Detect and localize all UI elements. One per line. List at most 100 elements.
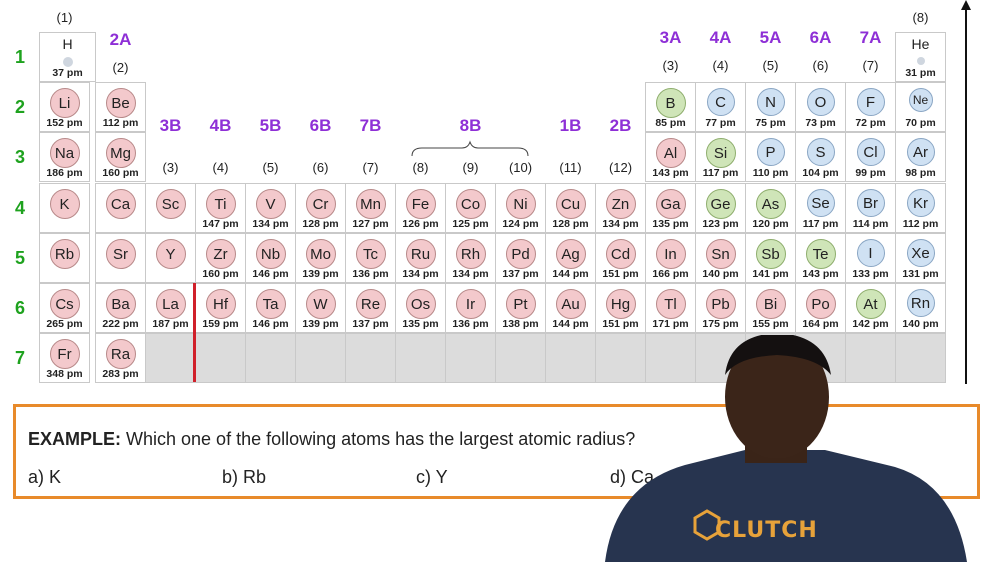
element-cell-Mg[interactable]: Mg 160 pm: [95, 132, 146, 182]
atomic-radius: 137 pm: [502, 268, 539, 280]
atomic-radius: 31 pm: [905, 67, 936, 79]
element-cell-S[interactable]: S 104 pm: [795, 132, 846, 182]
element-cell-Sn[interactable]: Sn 140 pm: [695, 233, 746, 283]
element-symbol: Pb: [705, 289, 736, 319]
element-cell-In[interactable]: In 166 pm: [645, 233, 696, 283]
element-cell-Na[interactable]: Na 186 pm: [39, 132, 90, 182]
element-cell-Si[interactable]: Si 117 pm: [695, 132, 746, 182]
element-cell-Co[interactable]: Co 125 pm: [445, 183, 496, 233]
element-symbol: V: [255, 189, 286, 219]
element-cell-Sr[interactable]: Sr: [95, 233, 146, 283]
element-cell-Cd[interactable]: Cd 151 pm: [595, 233, 646, 283]
option-c[interactable]: c) Y: [416, 467, 448, 487]
group-label: 2A: [109, 30, 132, 49]
element-cell-Cl[interactable]: Cl 99 pm: [845, 132, 896, 182]
element-cell-Mn[interactable]: Mn 127 pm: [345, 183, 396, 233]
element-cell-La[interactable]: La 187 pm: [145, 283, 196, 333]
element-cell-At[interactable]: At 142 pm: [845, 283, 896, 333]
group-number: (11): [559, 160, 582, 175]
element-cell-Ag[interactable]: Ag 144 pm: [545, 233, 596, 283]
element-symbol: La: [155, 289, 186, 319]
element-cell-Ba[interactable]: Ba 222 pm: [95, 283, 146, 333]
element-symbol: Hf: [205, 289, 236, 319]
element-cell-N[interactable]: N 75 pm: [745, 82, 796, 132]
element-cell-Au[interactable]: Au 144 pm: [545, 283, 596, 333]
atomic-radius: 136 pm: [452, 318, 489, 330]
element-cell-Xe[interactable]: Xe 131 pm: [895, 233, 946, 283]
element-cell-Ta[interactable]: Ta 146 pm: [245, 283, 296, 333]
element-cell-Hg[interactable]: Hg 151 pm: [595, 283, 646, 333]
option-d[interactable]: d) Ca: [610, 467, 655, 487]
element-cell-Re[interactable]: Re 137 pm: [345, 283, 396, 333]
element-cell-Os[interactable]: Os 135 pm: [395, 283, 446, 333]
element-cell-Rn[interactable]: Rn 140 pm: [895, 283, 946, 333]
element-cell-Zr[interactable]: Zr 160 pm: [195, 233, 246, 283]
element-cell-Se[interactable]: Se 117 pm: [795, 183, 846, 233]
element-cell-Te[interactable]: Te 143 pm: [795, 233, 846, 283]
element-cell-Ru[interactable]: Ru 134 pm: [395, 233, 446, 283]
element-cell-B[interactable]: B 85 pm: [645, 82, 696, 132]
element-cell-Ti[interactable]: Ti 147 pm: [195, 183, 246, 233]
element-cell-Y[interactable]: Y: [145, 233, 196, 283]
group-number: (8): [412, 160, 429, 175]
atomic-radius: 98 pm: [905, 167, 936, 179]
option-a[interactable]: a) K: [28, 467, 62, 487]
atomic-radius: 187 pm: [152, 318, 189, 330]
element-cell-O[interactable]: O 73 pm: [795, 82, 846, 132]
group-number: (5): [762, 58, 779, 73]
element-symbol: Cl: [856, 138, 885, 166]
element-cell-F[interactable]: F 72 pm: [845, 82, 896, 132]
element-cell-Br[interactable]: Br 114 pm: [845, 183, 896, 233]
element-cell-Ra[interactable]: Ra 283 pm: [95, 333, 146, 383]
element-cell-Ni[interactable]: Ni 124 pm: [495, 183, 546, 233]
atomic-radius: 151 pm: [602, 268, 639, 280]
group-number: (12): [608, 160, 633, 175]
element-cell-Rb[interactable]: Rb: [39, 233, 90, 283]
group-label: 2B: [609, 116, 632, 135]
element-cell-Tc[interactable]: Tc 136 pm: [345, 233, 396, 283]
element-cell-Cr[interactable]: Cr 128 pm: [295, 183, 346, 233]
element-cell-H[interactable]: H 37 pm: [39, 32, 96, 82]
element-cell-As[interactable]: As 120 pm: [745, 183, 796, 233]
element-cell-Pb[interactable]: Pb 175 pm: [695, 283, 746, 333]
element-cell-Nb[interactable]: Nb 146 pm: [245, 233, 296, 283]
option-b[interactable]: b) Rb: [222, 467, 267, 487]
element-cell-Mo[interactable]: Mo 139 pm: [295, 233, 346, 283]
element-cell-V[interactable]: V 134 pm: [245, 183, 296, 233]
element-cell-Kr[interactable]: Kr 112 pm: [895, 183, 946, 233]
element-cell-Be[interactable]: Be 112 pm: [95, 82, 146, 132]
element-cell-Pt[interactable]: Pt 138 pm: [495, 283, 546, 333]
element-cell-Ge[interactable]: Ge 123 pm: [695, 183, 746, 233]
element-cell-Cu[interactable]: Cu 128 pm: [545, 183, 596, 233]
element-cell-Ca[interactable]: Ca: [95, 183, 146, 233]
element-cell-I[interactable]: I 133 pm: [845, 233, 896, 283]
element-cell-Ga[interactable]: Ga 135 pm: [645, 183, 696, 233]
element-cell-Fr[interactable]: Fr 348 pm: [39, 333, 90, 383]
element-cell-Sc[interactable]: Sc: [145, 183, 196, 233]
element-cell-K[interactable]: K: [39, 183, 90, 233]
element-cell-Cs[interactable]: Cs 265 pm: [39, 283, 90, 333]
element-symbol: Na: [49, 138, 80, 168]
element-cell-W[interactable]: W 139 pm: [295, 283, 346, 333]
element-cell-Hf[interactable]: Hf 159 pm: [195, 283, 246, 333]
element-cell-C[interactable]: C 77 pm: [695, 82, 746, 132]
element-cell-Sb[interactable]: Sb 141 pm: [745, 233, 796, 283]
element-cell-Al[interactable]: Al 143 pm: [645, 132, 696, 182]
element-cell-Rh[interactable]: Rh 134 pm: [445, 233, 496, 283]
atomic-radius: 70 pm: [905, 117, 936, 129]
element-cell-Ne[interactable]: Ne 70 pm: [895, 82, 946, 132]
group-label: 5B: [259, 116, 282, 135]
group-label: 6B: [309, 116, 332, 135]
element-cell-Ar[interactable]: Ar 98 pm: [895, 132, 946, 182]
element-cell-Tl[interactable]: Tl 171 pm: [645, 283, 696, 333]
element-cell-P[interactable]: P 110 pm: [745, 132, 796, 182]
element-cell-Fe[interactable]: Fe 126 pm: [395, 183, 446, 233]
element-cell-He[interactable]: He 31 pm: [895, 32, 946, 82]
element-symbol: Fe: [405, 189, 436, 219]
element-cell-Pd[interactable]: Pd 137 pm: [495, 233, 546, 283]
element-cell-Bi[interactable]: Bi 155 pm: [745, 283, 796, 333]
element-cell-Zn[interactable]: Zn 134 pm: [595, 183, 646, 233]
element-cell-Po[interactable]: Po 164 pm: [795, 283, 846, 333]
element-cell-Ir[interactable]: Ir 136 pm: [445, 283, 496, 333]
element-cell-Li[interactable]: Li 152 pm: [39, 82, 90, 132]
